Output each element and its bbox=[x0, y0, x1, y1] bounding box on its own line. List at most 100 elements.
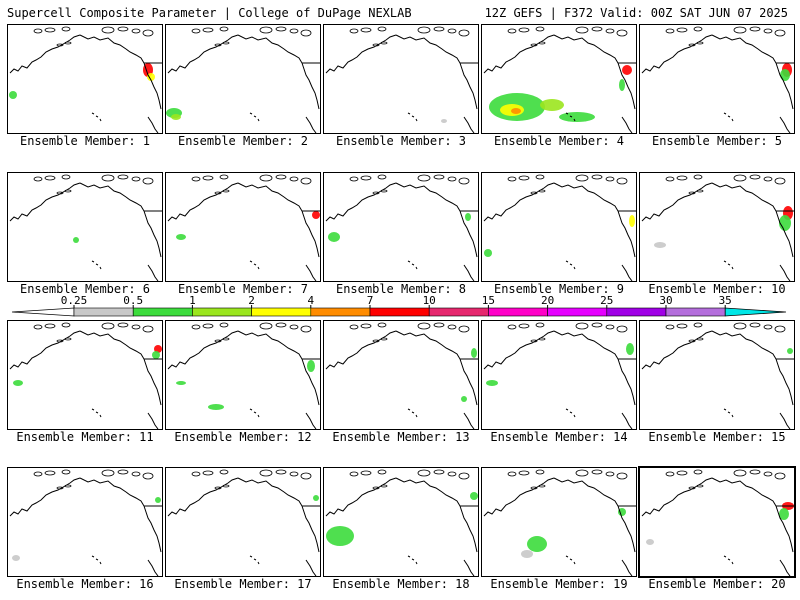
member-label: Ensemble Member: 7 bbox=[177, 282, 309, 296]
map-panel bbox=[323, 320, 479, 430]
map-svg bbox=[9, 174, 162, 281]
scp-shading bbox=[465, 213, 471, 221]
scp-shading bbox=[441, 119, 447, 123]
colorbar-tick-label: 30 bbox=[659, 296, 672, 307]
member-label: Ensemble Member: 14 bbox=[490, 430, 628, 444]
scp-shading bbox=[155, 497, 161, 503]
colorbar: 0.25 0.5 1 2 4 7 10 15 20 25 30 35 bbox=[11, 296, 787, 317]
scp-shading bbox=[328, 232, 340, 242]
scp-shading bbox=[787, 348, 793, 354]
map-panel bbox=[7, 24, 163, 134]
scp-shading bbox=[208, 404, 224, 410]
map-svg bbox=[9, 469, 162, 576]
scp-shading bbox=[484, 249, 492, 257]
colorbar-bin bbox=[310, 307, 371, 317]
scp-shading bbox=[313, 495, 319, 501]
scp-shading bbox=[646, 539, 654, 545]
scp-shading bbox=[176, 234, 186, 240]
scp-shading bbox=[511, 108, 521, 114]
colorbar-bin bbox=[192, 307, 252, 317]
colorbar-bin bbox=[488, 307, 548, 317]
map-panel bbox=[481, 320, 637, 430]
member-label: Ensemble Member: 13 bbox=[332, 430, 470, 444]
map-svg bbox=[325, 174, 478, 281]
colorbar-bin bbox=[251, 307, 312, 317]
colorbar-bin bbox=[665, 307, 726, 317]
colorbar-bin bbox=[369, 307, 430, 317]
map-svg bbox=[483, 174, 636, 281]
map-panel bbox=[165, 24, 321, 134]
scp-shading bbox=[559, 112, 595, 122]
scp-shading bbox=[461, 396, 467, 402]
scp-shading bbox=[312, 211, 320, 219]
map-panel bbox=[165, 172, 321, 282]
scp-shading bbox=[779, 215, 791, 231]
colorbar-arrow-left bbox=[11, 307, 75, 317]
map-panel bbox=[323, 467, 479, 577]
colorbar-bin bbox=[428, 307, 489, 317]
scp-shading bbox=[629, 215, 635, 227]
scp-shading bbox=[626, 343, 634, 355]
map-svg bbox=[641, 469, 794, 576]
scp-shading bbox=[486, 380, 498, 386]
map-panel bbox=[7, 467, 163, 577]
colorbar-tick-label: 35 bbox=[719, 296, 732, 307]
member-label: Ensemble Member: 17 bbox=[174, 577, 312, 591]
colorbar-tick-label: 7 bbox=[367, 296, 374, 307]
member-label: Ensemble Member: 16 bbox=[16, 577, 154, 591]
map-svg bbox=[641, 174, 794, 281]
map-panel bbox=[481, 467, 637, 577]
colorbar-arrow-right bbox=[724, 307, 787, 317]
colorbar-tick-label: 10 bbox=[423, 296, 436, 307]
map-panel bbox=[7, 172, 163, 282]
scp-shading bbox=[470, 492, 478, 500]
scp-shading bbox=[73, 237, 79, 243]
scp-shading bbox=[654, 242, 666, 248]
colorbar-bin bbox=[73, 307, 134, 317]
scp-shading bbox=[618, 508, 626, 516]
scp-shading bbox=[779, 508, 789, 520]
colorbar-bin bbox=[547, 307, 608, 317]
colorbar-tick-label: 1 bbox=[189, 296, 196, 307]
map-svg bbox=[166, 26, 320, 133]
scp-shading bbox=[307, 360, 315, 372]
title-right: 12Z GEFS | F372 Valid: 00Z SAT JUN 07 20… bbox=[484, 6, 788, 20]
member-label: Ensemble Member: 9 bbox=[493, 282, 625, 296]
scp-shading bbox=[619, 79, 625, 91]
scp-shading bbox=[527, 536, 547, 552]
colorbar-tick-label: 20 bbox=[541, 296, 554, 307]
map-panel bbox=[639, 320, 795, 430]
map-panel bbox=[7, 320, 163, 430]
member-label: Ensemble Member: 12 bbox=[174, 430, 312, 444]
scp-shading bbox=[152, 351, 160, 359]
map-svg bbox=[483, 26, 636, 133]
colorbar-tick-label: 0.25 bbox=[61, 296, 88, 307]
scp-shading bbox=[13, 380, 23, 386]
map-svg bbox=[325, 26, 478, 133]
map-svg bbox=[641, 26, 794, 133]
member-label: Ensemble Member: 18 bbox=[332, 577, 470, 591]
member-label: Ensemble Member: 20 bbox=[648, 577, 786, 591]
map-svg bbox=[167, 174, 320, 281]
scp-shading bbox=[326, 526, 354, 546]
colorbar-bin bbox=[606, 307, 667, 317]
map-panel bbox=[323, 172, 479, 282]
map-panel bbox=[639, 24, 795, 134]
member-label: Ensemble Member: 10 bbox=[648, 282, 786, 296]
member-label: Ensemble Member: 15 bbox=[648, 430, 786, 444]
map-panel bbox=[481, 24, 637, 134]
member-label: Ensemble Member: 19 bbox=[490, 577, 628, 591]
member-label: Ensemble Member: 1 bbox=[19, 134, 151, 148]
title-left: Supercell Composite Parameter | College … bbox=[7, 6, 412, 20]
map-svg bbox=[167, 469, 320, 576]
member-label: Ensemble Member: 6 bbox=[19, 282, 151, 296]
member-label: Ensemble Member: 11 bbox=[16, 430, 154, 444]
scp-shading bbox=[521, 550, 533, 558]
colorbar-tick-label: 25 bbox=[600, 296, 613, 307]
map-svg bbox=[167, 322, 320, 429]
scp-shading bbox=[471, 348, 477, 358]
member-label: Ensemble Member: 2 bbox=[177, 134, 309, 148]
map-panel bbox=[481, 172, 637, 282]
member-label: Ensemble Member: 8 bbox=[335, 282, 467, 296]
map-svg bbox=[641, 322, 794, 429]
